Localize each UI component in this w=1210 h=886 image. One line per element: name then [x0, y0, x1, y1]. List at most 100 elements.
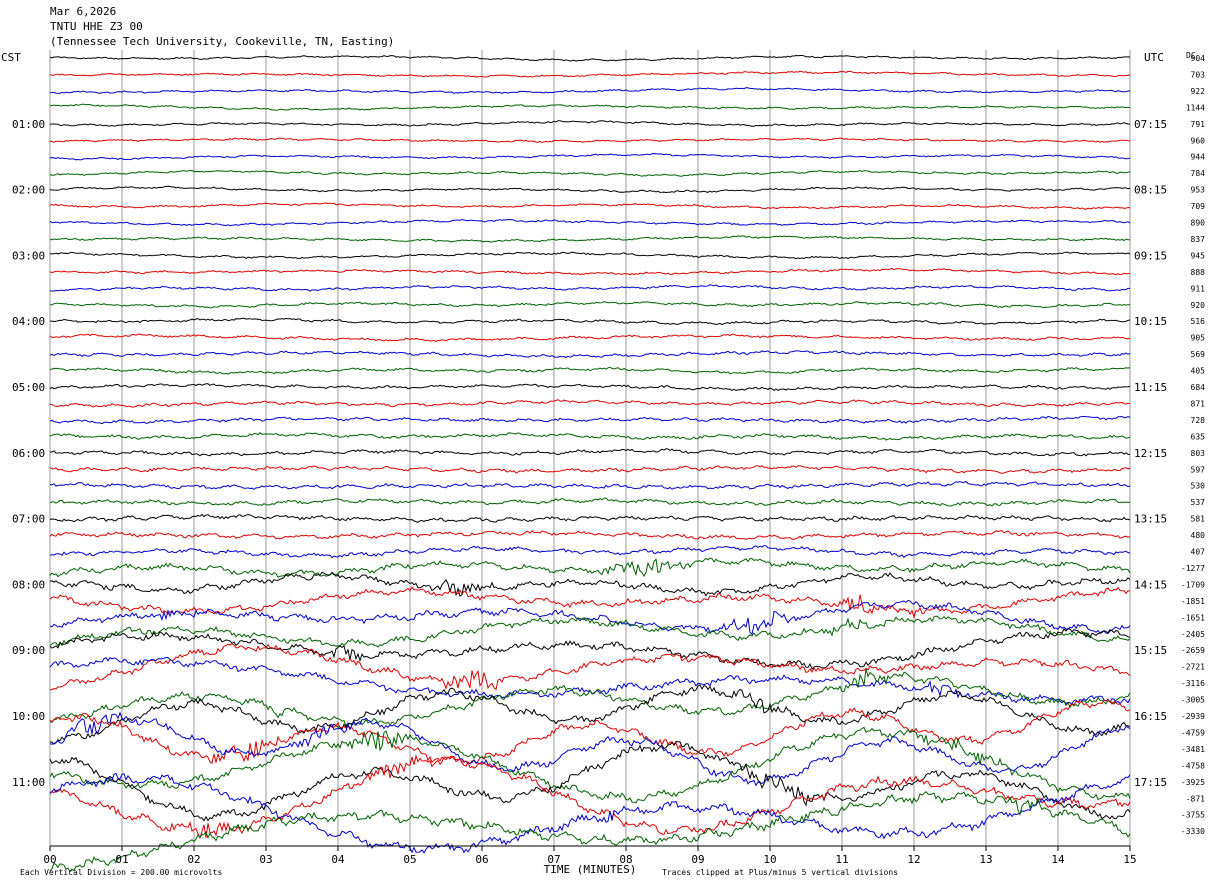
trace-line-37: [49, 643, 1131, 691]
trace-line-47: [49, 790, 1131, 873]
right-timezone: UTC: [1144, 51, 1164, 64]
trace-line-31: [49, 557, 1131, 578]
dc-offset-label: 709: [1191, 202, 1206, 211]
right-hour-label: 08:15: [1134, 184, 1167, 197]
dc-offset-label: 922: [1191, 87, 1206, 96]
trace-line-41: [49, 699, 1131, 767]
dc-offset-label: 530: [1191, 482, 1206, 491]
dc-offset-label: -4759: [1181, 728, 1205, 737]
dc-offset-label: -3116: [1181, 679, 1205, 688]
dc-offset-label: 905: [1191, 334, 1206, 343]
trace-line-35: [49, 615, 1131, 648]
x-axis-ticks: 00 01 02 03 04 05 06 07 08 09 10 11 12 13 14 15: [43, 846, 1137, 866]
dc-offset-label: -1851: [1181, 597, 1205, 606]
dc-offset-label: 945: [1191, 251, 1206, 260]
x-tick-label: 01: [115, 853, 128, 866]
dc-offset-label: 407: [1191, 548, 1206, 557]
header-location: (Tennessee Tech University, Cookeville, …: [50, 35, 394, 48]
trace-line-6: [49, 153, 1131, 161]
x-tick-label: 00: [43, 853, 56, 866]
left-hour-label: 09:00: [12, 644, 45, 657]
left-hour-labels: 01:00 02:00 03:00 04:00 05:00 06:00 07:00 08:00…: [12, 118, 45, 789]
dc-offset-label: 728: [1191, 416, 1206, 425]
traces: [49, 54, 1131, 873]
trace-line-20: [49, 383, 1131, 392]
trace-line-21: [49, 399, 1131, 408]
right-hour-label: 09:15: [1134, 249, 1167, 262]
header-date: Mar 6,2026: [50, 5, 116, 18]
dc-offset-label: -1651: [1181, 613, 1205, 622]
trace-line-7: [49, 169, 1131, 177]
trace-line-3: [49, 103, 1131, 111]
dc-offset-label: 920: [1191, 301, 1206, 310]
x-tick-label: 07: [547, 853, 560, 866]
dc-offset-label: 890: [1191, 219, 1206, 228]
vertical-grid: [49, 50, 1131, 846]
trace-line-27: [49, 497, 1131, 507]
dc-offset-label: 888: [1191, 268, 1206, 277]
clip-note: Traces clipped at Plus/minus 5 vertical …: [662, 868, 898, 877]
trace-line-39: [49, 668, 1131, 727]
left-hour-label: 03:00: [12, 249, 45, 262]
right-hour-label: 16:15: [1134, 710, 1167, 723]
x-tick-label: 14: [1051, 853, 1065, 866]
trace-line-33: [49, 586, 1131, 620]
trace-line-40: [49, 684, 1131, 745]
trace-line-0: [49, 54, 1131, 62]
trace-line-32: [49, 571, 1131, 597]
trace-line-19: [49, 366, 1131, 375]
trace-line-22: [49, 415, 1131, 425]
dc-offset-label: 837: [1191, 235, 1206, 244]
scale-note: Each Vertical Division = 200.00 microvol…: [20, 868, 222, 877]
trace-line-12: [49, 251, 1131, 260]
left-hour-label: 04:00: [12, 315, 45, 328]
left-hour-label: 07:00: [12, 513, 45, 526]
dc-offset-label: 911: [1191, 284, 1206, 293]
dc-offset-label: -2405: [1181, 630, 1205, 639]
dc-offset-label: 953: [1191, 186, 1206, 195]
trace-line-24: [49, 448, 1130, 457]
trace-line-43: [49, 726, 1131, 804]
dc-offset-label: -1709: [1181, 580, 1205, 589]
trace-line-13: [49, 268, 1131, 276]
x-tick-label: 04: [331, 853, 345, 866]
dc-offset-label: 581: [1191, 515, 1206, 524]
left-timezone: CST: [1, 51, 21, 64]
trace-line-17: [49, 333, 1131, 342]
trace-line-15: [49, 301, 1130, 309]
x-tick-label: 13: [979, 853, 992, 866]
x-tick-label: 05: [403, 853, 416, 866]
dc-offset-label: 480: [1191, 531, 1206, 540]
dc-offset-label: 784: [1191, 169, 1206, 178]
x-tick-label: 12: [907, 853, 920, 866]
right-hour-label: 14:15: [1134, 578, 1167, 591]
trace-line-34: [49, 599, 1131, 636]
dc-offset-label: -2939: [1181, 712, 1205, 721]
right-hour-label: 13:15: [1134, 513, 1167, 526]
dc-offset-label: 871: [1191, 399, 1206, 408]
right-hour-label: 07:15: [1134, 118, 1167, 131]
dc-offset-label: 684: [1191, 383, 1206, 392]
left-hour-label: 10:00: [12, 710, 45, 723]
trace-line-26: [49, 481, 1131, 490]
trace-line-8: [49, 185, 1131, 194]
right-hour-label: 12:15: [1134, 447, 1167, 460]
trace-line-16: [50, 317, 1131, 326]
x-tick-label: 03: [259, 853, 272, 866]
dc-offset-label: -871: [1186, 794, 1205, 803]
dc-offset-label: 960: [1191, 136, 1206, 145]
header-station: TNTU HHE Z3 00: [50, 20, 143, 33]
dc-offset-label: 904: [1191, 54, 1206, 63]
dc-offset-label: 569: [1191, 350, 1206, 359]
x-tick-label: 02: [187, 853, 200, 866]
x-tick-label: 08: [619, 853, 632, 866]
dc-offset-labels: 904 703 922 1144 791 960 944 784 953 709 890 837 945…: [1181, 54, 1205, 836]
dc-offset-label: -3481: [1181, 745, 1205, 754]
dc-offset-label: -1277: [1181, 564, 1205, 573]
dc-offset-label: -3755: [1181, 811, 1205, 820]
left-hour-label: 02:00: [12, 184, 45, 197]
x-tick-label: 06: [475, 853, 488, 866]
dc-offset-label: 516: [1191, 317, 1206, 326]
left-hour-label: 01:00: [12, 118, 45, 131]
dc-offset-label: -3925: [1181, 778, 1205, 787]
